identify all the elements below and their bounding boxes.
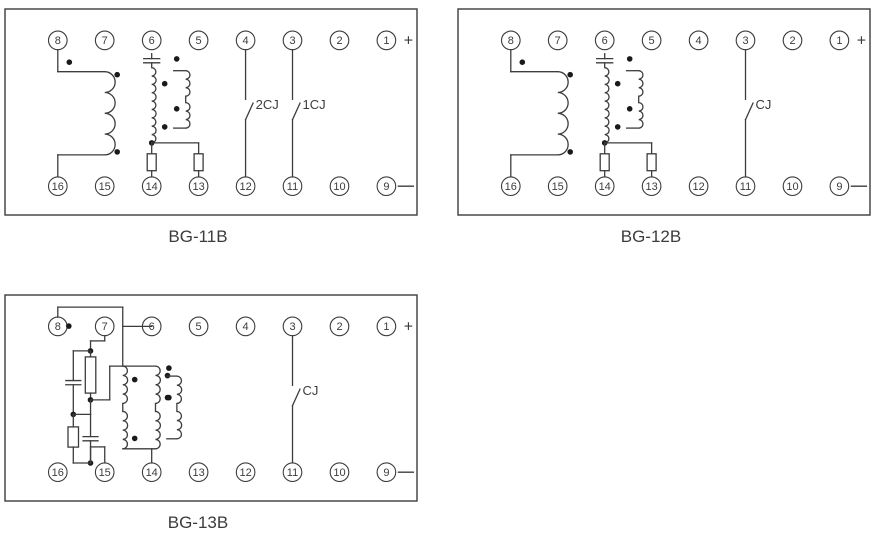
svg-text:2CJ: 2CJ [256, 97, 279, 112]
svg-text:BG-12B: BG-12B [621, 227, 681, 246]
svg-text:10: 10 [333, 181, 345, 193]
svg-text:15: 15 [99, 467, 111, 479]
svg-text:7: 7 [555, 35, 561, 47]
svg-text:16: 16 [52, 467, 64, 479]
svg-text:1: 1 [836, 35, 842, 47]
svg-text:5: 5 [649, 35, 655, 47]
svg-text:1: 1 [383, 321, 389, 333]
svg-text:12: 12 [239, 467, 251, 479]
svg-text:2: 2 [336, 321, 342, 333]
svg-text:15: 15 [552, 181, 564, 193]
svg-text:13: 13 [192, 181, 204, 193]
svg-text:16: 16 [52, 181, 64, 193]
svg-text:4: 4 [696, 35, 702, 47]
svg-text:4: 4 [243, 35, 249, 47]
svg-text:13: 13 [192, 467, 204, 479]
svg-text:10: 10 [786, 181, 798, 193]
svg-text:9: 9 [836, 181, 842, 193]
svg-text:2: 2 [789, 35, 795, 47]
svg-text:+: + [857, 32, 866, 49]
svg-text:8: 8 [55, 321, 61, 333]
svg-text:6: 6 [149, 35, 155, 47]
svg-text:13: 13 [645, 181, 657, 193]
svg-text:+: + [404, 318, 413, 335]
svg-text:6: 6 [602, 35, 608, 47]
svg-text:4: 4 [243, 321, 249, 333]
svg-text:11: 11 [740, 181, 751, 193]
svg-text:CJ: CJ [756, 97, 772, 112]
svg-text:9: 9 [383, 467, 389, 479]
svg-text:8: 8 [55, 35, 61, 47]
svg-text:11: 11 [287, 181, 298, 193]
svg-text:BG-11B: BG-11B [168, 227, 227, 246]
svg-text:14: 14 [599, 181, 611, 193]
svg-text:5: 5 [196, 321, 202, 333]
svg-text:5: 5 [196, 35, 202, 47]
svg-text:14: 14 [146, 181, 158, 193]
svg-text:16: 16 [505, 181, 517, 193]
svg-text:14: 14 [146, 467, 158, 479]
svg-text:9: 9 [383, 181, 389, 193]
svg-text:2: 2 [336, 35, 342, 47]
svg-text:3: 3 [289, 321, 295, 333]
svg-text:7: 7 [102, 321, 108, 333]
svg-text:10: 10 [333, 467, 345, 479]
svg-text:3: 3 [289, 35, 295, 47]
svg-text:12: 12 [692, 181, 704, 193]
svg-text:1CJ: 1CJ [303, 97, 326, 112]
svg-text:8: 8 [508, 35, 514, 47]
svg-text:BG-13B: BG-13B [168, 513, 228, 532]
svg-text:7: 7 [102, 35, 108, 47]
svg-text:3: 3 [742, 35, 748, 47]
svg-text:6: 6 [149, 321, 155, 333]
svg-text:15: 15 [99, 181, 111, 193]
svg-text:1: 1 [383, 35, 389, 47]
svg-text:12: 12 [239, 181, 251, 193]
svg-text:11: 11 [287, 467, 298, 479]
svg-text:CJ: CJ [303, 383, 319, 398]
svg-text:+: + [404, 32, 413, 49]
